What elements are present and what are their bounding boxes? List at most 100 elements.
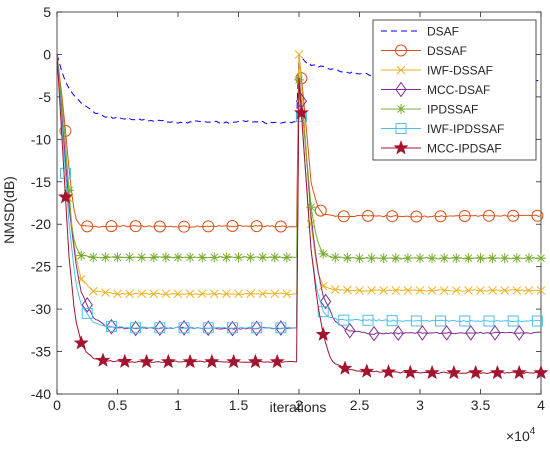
series-marker (338, 314, 350, 326)
series-marker (59, 124, 72, 137)
series-marker (342, 252, 353, 263)
y-tick-label: -10 (31, 131, 51, 147)
series-marker (386, 210, 399, 223)
y-tick-label: -5 (39, 89, 52, 105)
legend-label: MCC-IPDSAF (427, 142, 502, 156)
series-marker (112, 252, 123, 263)
series-marker (226, 353, 242, 369)
series-marker (64, 185, 75, 196)
series-marker (378, 253, 389, 264)
series-marker (439, 286, 449, 295)
x-multiplier-exponent: 4 (530, 426, 536, 437)
series-marker (88, 252, 99, 263)
series-marker (226, 322, 238, 334)
series-marker (275, 322, 287, 334)
series-marker (439, 253, 450, 264)
series-marker (293, 104, 309, 120)
series-marker (251, 320, 263, 337)
series-marker (416, 325, 429, 341)
legend-entry: IPDSSAF (381, 103, 478, 117)
series-marker (487, 253, 498, 264)
x-multiplier: ×104 (506, 426, 536, 444)
series-marker (531, 209, 544, 222)
series-marker (250, 220, 263, 233)
series-marker (161, 289, 171, 299)
y-tick-label: 5 (43, 4, 51, 20)
series-marker (367, 286, 376, 295)
series-marker (366, 253, 377, 264)
series-marker (317, 306, 329, 318)
series-marker (362, 314, 374, 326)
series-marker (533, 364, 549, 380)
x-axis-label: iterations (270, 399, 327, 415)
series-marker (320, 293, 332, 310)
legend-entry: DSSAF (381, 44, 467, 58)
series-marker (410, 315, 422, 327)
series-marker (511, 364, 527, 380)
series-marker (458, 209, 471, 222)
series-mcc-ipdsaf (56, 54, 549, 380)
x-tick-label: 0 (53, 397, 61, 413)
series-marker (139, 353, 155, 369)
series-marker (427, 253, 438, 264)
y-tick-label: 0 (43, 46, 51, 62)
series-marker (178, 220, 191, 233)
x-tick-label: 0.5 (108, 397, 128, 413)
series-marker (81, 220, 94, 233)
series-marker (178, 320, 190, 336)
legend-entry: IWF-IPDSSAF (381, 122, 504, 136)
series-marker (76, 250, 87, 261)
series-marker (160, 252, 171, 263)
series-marker (130, 320, 142, 337)
series-marker (524, 286, 534, 295)
x-tick-label: 1.5 (229, 397, 249, 413)
legend-marker (395, 44, 407, 57)
series-marker (258, 289, 268, 299)
series-marker (105, 220, 118, 233)
series-marker (185, 252, 196, 263)
series-marker (125, 289, 134, 299)
series-marker (95, 352, 111, 367)
series-marker (226, 320, 239, 337)
series-marker (459, 315, 471, 327)
series-marker (386, 315, 398, 327)
series-marker (160, 353, 176, 369)
series-marker (202, 320, 214, 337)
series-marker (282, 289, 292, 299)
x-tick-label: 4 (537, 397, 545, 413)
series-marker (294, 50, 304, 59)
y-axis-label: NMSD(dB) (1, 176, 17, 244)
series-marker (424, 364, 440, 380)
x-tick-label: 3.5 (471, 397, 491, 413)
series-marker (337, 210, 350, 223)
series-marker (402, 253, 413, 264)
series-marker (251, 322, 263, 334)
series-marker (391, 286, 401, 295)
series-marker (202, 220, 215, 233)
x-tick-label: 3 (416, 397, 424, 413)
series-marker (173, 252, 183, 263)
series-marker (105, 321, 117, 333)
series-marker (488, 286, 497, 295)
series-marker (88, 286, 98, 296)
series-marker (315, 326, 331, 341)
legend-marker (396, 65, 406, 75)
series-marker (234, 289, 243, 299)
series-marker (402, 364, 418, 379)
series-marker (463, 253, 474, 264)
series-marker (434, 210, 447, 223)
series-marker (124, 252, 135, 263)
series-marker (403, 286, 413, 295)
series-marker (435, 315, 447, 327)
series-marker (245, 252, 256, 263)
series-marker (204, 353, 220, 369)
series-marker (105, 318, 118, 335)
series-marker (154, 320, 166, 336)
series-marker (153, 220, 166, 233)
series-iwf-dssaf (56, 50, 546, 299)
series-marker (499, 253, 510, 264)
series-marker (337, 360, 353, 375)
series-marker (136, 252, 147, 263)
series-marker (476, 286, 485, 295)
